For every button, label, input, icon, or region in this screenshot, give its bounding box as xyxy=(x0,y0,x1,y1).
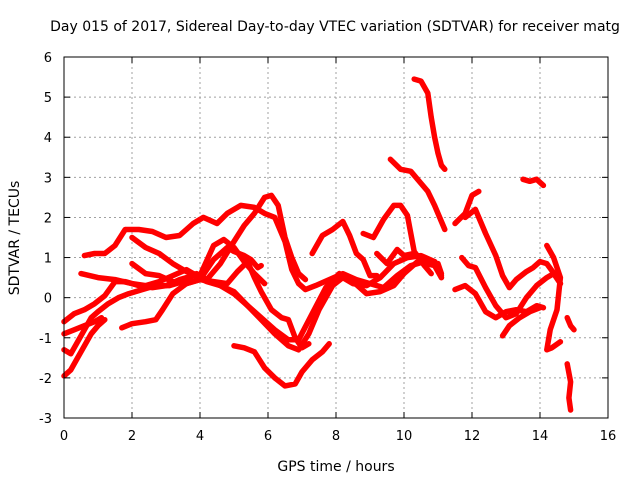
y-axis: -3 -2 -1 0 1 2 3 4 5 6 xyxy=(39,51,608,427)
y-tick-label: 0 xyxy=(44,292,52,307)
series-arc-u xyxy=(520,176,547,189)
series-arc-m xyxy=(374,246,445,281)
x-tick-label: 10 xyxy=(396,429,413,444)
series-arc-q xyxy=(462,206,564,291)
series-arc-p xyxy=(452,188,482,227)
series-arc-i xyxy=(129,234,268,287)
y-axis-label: SDTVAR / TECUs xyxy=(7,181,23,296)
grid xyxy=(64,57,608,418)
series-arc-n xyxy=(387,156,448,233)
x-tick-label: 14 xyxy=(532,429,549,444)
series-arc-f xyxy=(78,192,309,289)
y-tick-label: 5 xyxy=(44,91,52,106)
x-axis: 0 2 4 6 8 10 12 14 16 xyxy=(60,57,616,444)
x-tick-label: 12 xyxy=(464,429,481,444)
x-tick-label: 8 xyxy=(332,429,340,444)
series-arc-h xyxy=(129,244,264,287)
series-arc-j xyxy=(231,341,332,389)
x-tick-label: 16 xyxy=(600,429,617,444)
series-arc-v xyxy=(544,242,564,353)
y-tick-label: -3 xyxy=(39,412,52,427)
chart-title: Day 015 of 2017, Sidereal Day-to-day VTE… xyxy=(50,19,620,35)
series-arc-x xyxy=(564,361,574,413)
x-tick-label: 0 xyxy=(60,429,68,444)
x-tick-label: 4 xyxy=(196,429,204,444)
series-arc-c xyxy=(61,258,445,357)
y-tick-label: 1 xyxy=(44,252,52,267)
y-tick-label: -1 xyxy=(39,332,52,347)
series-layer xyxy=(61,76,577,413)
series-arc-l xyxy=(360,202,434,277)
x-axis-label: GPS time / hours xyxy=(277,459,394,475)
y-tick-label: 3 xyxy=(44,171,52,186)
series-arc-o xyxy=(411,76,448,173)
y-tick-label: -2 xyxy=(39,372,52,387)
y-tick-label: 6 xyxy=(44,51,52,66)
series-arc-g xyxy=(119,258,312,351)
series-arc-e xyxy=(61,314,105,337)
series-arc-d xyxy=(61,316,108,379)
series-arc-r xyxy=(459,254,564,321)
series-arc-a xyxy=(81,202,445,293)
y-tick-label: 4 xyxy=(44,131,52,146)
x-tick-label: 2 xyxy=(128,429,136,444)
y-tick-label: 2 xyxy=(44,211,52,226)
series-arc-w xyxy=(564,314,577,333)
series-arc-k xyxy=(309,218,380,279)
x-tick-label: 6 xyxy=(264,429,272,444)
series-arc-t xyxy=(499,304,543,339)
